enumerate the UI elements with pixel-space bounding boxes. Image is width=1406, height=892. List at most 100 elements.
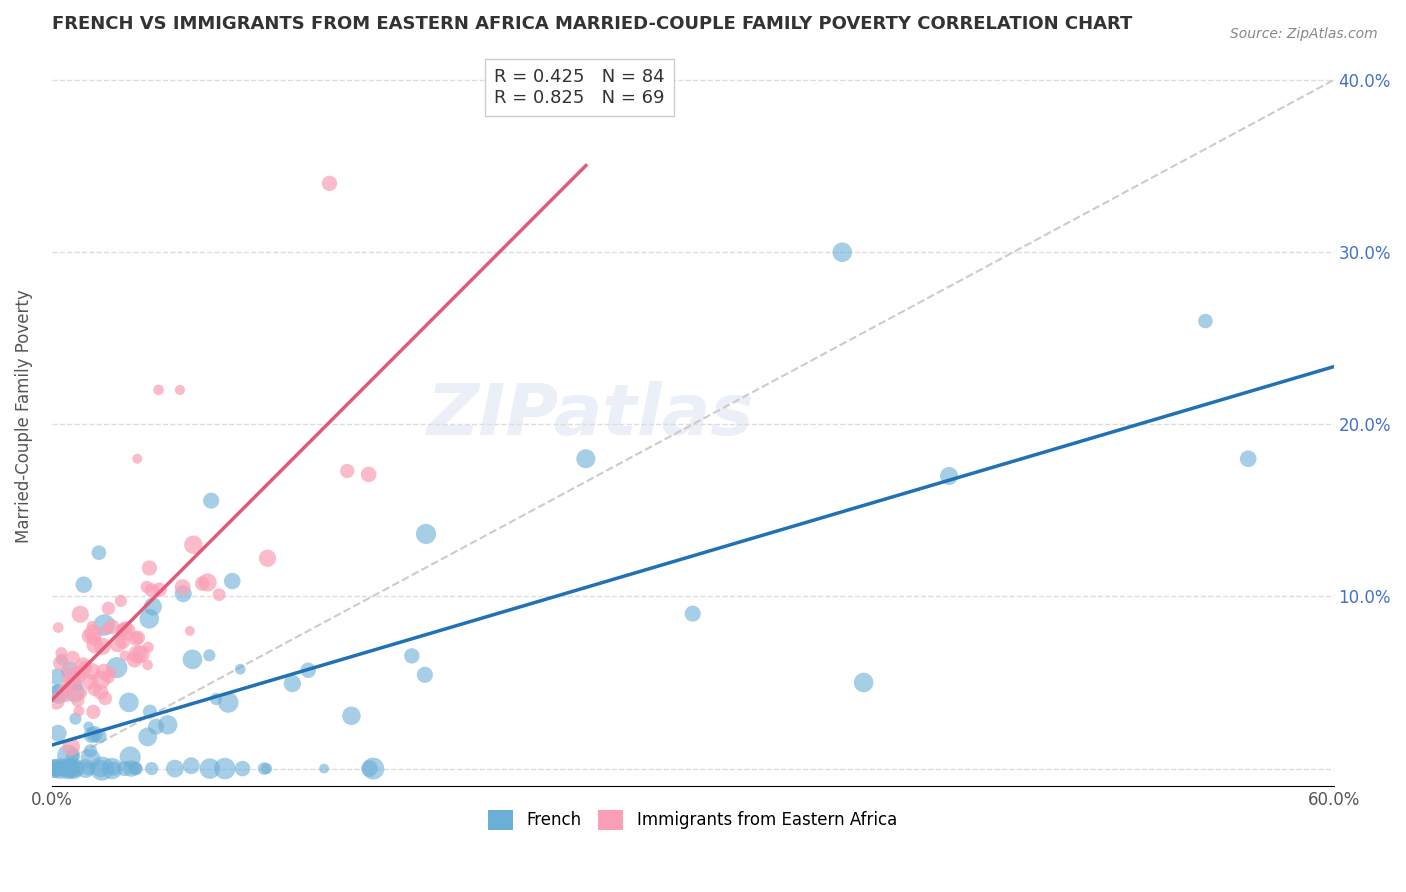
Point bbox=[125, 762, 148, 776]
Point bbox=[97, 670, 120, 684]
Point bbox=[52, 762, 75, 776]
Point bbox=[253, 762, 276, 776]
Point bbox=[72, 657, 94, 672]
Point bbox=[56, 682, 79, 697]
Point bbox=[63, 686, 86, 700]
Point bbox=[141, 583, 163, 598]
Point bbox=[93, 618, 115, 632]
Point bbox=[96, 622, 118, 636]
Point bbox=[101, 762, 124, 776]
Point bbox=[682, 607, 704, 621]
Point bbox=[1194, 314, 1216, 328]
Point bbox=[205, 692, 228, 706]
Point bbox=[145, 720, 167, 734]
Legend: French, Immigrants from Eastern Africa: French, Immigrants from Eastern Africa bbox=[482, 803, 904, 837]
Point bbox=[125, 632, 148, 646]
Point bbox=[179, 624, 201, 638]
Y-axis label: Married-Couple Family Poverty: Married-Couple Family Poverty bbox=[15, 289, 32, 542]
Point bbox=[120, 750, 142, 764]
Point bbox=[82, 705, 104, 719]
Point bbox=[79, 674, 101, 689]
Point bbox=[62, 762, 84, 776]
Point bbox=[97, 601, 120, 615]
Point bbox=[105, 660, 128, 674]
Point bbox=[938, 469, 960, 483]
Point bbox=[111, 623, 134, 637]
Point bbox=[55, 686, 77, 700]
Point bbox=[83, 727, 105, 741]
Point bbox=[87, 546, 110, 560]
Point bbox=[65, 712, 87, 726]
Point bbox=[66, 679, 89, 693]
Point bbox=[191, 576, 214, 591]
Text: ZIPatlas: ZIPatlas bbox=[426, 381, 754, 450]
Point bbox=[198, 762, 221, 776]
Point bbox=[114, 648, 136, 663]
Point bbox=[149, 582, 172, 597]
Point bbox=[83, 632, 105, 646]
Point bbox=[142, 599, 165, 614]
Point bbox=[413, 668, 436, 682]
Point bbox=[73, 577, 96, 591]
Point bbox=[363, 762, 385, 776]
Point bbox=[214, 762, 236, 776]
Point bbox=[156, 718, 179, 732]
Text: FRENCH VS IMMIGRANTS FROM EASTERN AFRICA MARRIED-COUPLE FAMILY POVERTY CORRELATI: FRENCH VS IMMIGRANTS FROM EASTERN AFRICA… bbox=[52, 15, 1132, 33]
Point bbox=[256, 551, 278, 566]
Point bbox=[79, 744, 101, 758]
Point bbox=[70, 686, 93, 700]
Point bbox=[42, 762, 65, 776]
Point bbox=[110, 594, 132, 608]
Point bbox=[83, 682, 105, 697]
Point bbox=[69, 665, 91, 680]
Point bbox=[127, 451, 149, 466]
Point bbox=[111, 634, 134, 648]
Point bbox=[90, 762, 112, 776]
Point bbox=[138, 561, 160, 575]
Point bbox=[415, 527, 437, 541]
Point bbox=[80, 728, 103, 742]
Point bbox=[46, 726, 69, 740]
Point bbox=[55, 762, 77, 776]
Point bbox=[318, 177, 340, 191]
Point bbox=[181, 652, 204, 666]
Point bbox=[1237, 451, 1260, 466]
Point bbox=[281, 676, 304, 690]
Point bbox=[118, 695, 141, 709]
Point bbox=[56, 762, 79, 776]
Point bbox=[183, 538, 205, 552]
Point bbox=[115, 624, 138, 639]
Point bbox=[127, 648, 149, 662]
Point bbox=[60, 739, 83, 754]
Point bbox=[80, 619, 103, 633]
Point bbox=[59, 762, 82, 776]
Point bbox=[139, 705, 162, 719]
Point bbox=[77, 762, 100, 776]
Point bbox=[45, 670, 67, 684]
Point bbox=[42, 762, 65, 776]
Point bbox=[49, 656, 72, 670]
Point bbox=[127, 631, 149, 645]
Point bbox=[229, 662, 252, 676]
Point bbox=[180, 758, 202, 772]
Point bbox=[114, 622, 136, 636]
Point bbox=[575, 451, 598, 466]
Point bbox=[75, 661, 97, 675]
Point bbox=[136, 640, 159, 655]
Point bbox=[91, 640, 114, 654]
Point bbox=[120, 762, 142, 776]
Point bbox=[62, 651, 84, 665]
Point bbox=[62, 748, 84, 763]
Point bbox=[66, 693, 89, 707]
Point bbox=[56, 748, 79, 763]
Point bbox=[46, 621, 69, 635]
Point bbox=[357, 467, 380, 482]
Point bbox=[60, 762, 83, 776]
Point bbox=[77, 719, 100, 733]
Point bbox=[89, 762, 111, 776]
Point bbox=[232, 762, 254, 776]
Point bbox=[45, 686, 67, 700]
Point bbox=[336, 464, 359, 478]
Point bbox=[90, 685, 112, 699]
Point bbox=[93, 665, 115, 679]
